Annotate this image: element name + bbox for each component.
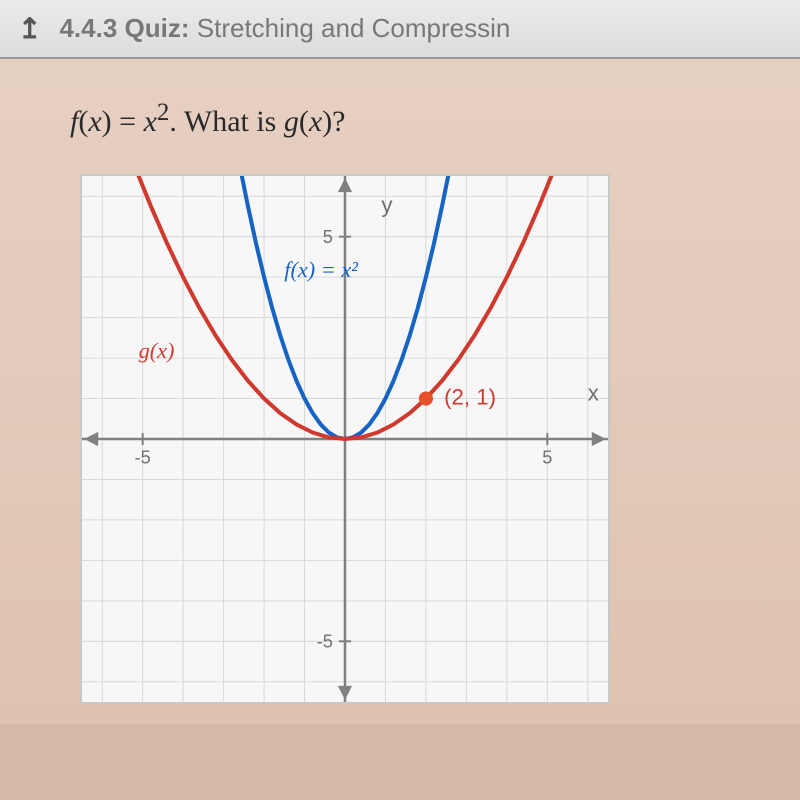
quiz-title: 4.4.3 Quiz: Stretching and Compressin [59, 13, 510, 44]
svg-text:-5: -5 [135, 447, 151, 467]
quiz-label: Quiz: [125, 13, 190, 43]
back-icon[interactable]: ↥ [18, 12, 41, 45]
fn-g: g [284, 105, 299, 138]
graph-container: -5 5 5 -5 x y f(x) = x² g(x) (2, 1) [80, 174, 610, 704]
svg-text:f(x) = x²: f(x) = x² [284, 257, 358, 282]
graph-svg: -5 5 5 -5 x y f(x) = x² g(x) (2, 1) [82, 176, 608, 702]
quiz-name: Stretching and Compressin [197, 13, 511, 43]
question-text: f(x) = x2. What is g(x)? [70, 99, 760, 139]
svg-text:g(x): g(x) [139, 338, 175, 363]
svg-text:5: 5 [542, 447, 552, 467]
content-area: f(x) = x2. What is g(x)? -5 5 5 -5 x y f(x) = … [0, 59, 800, 724]
svg-text:(2, 1): (2, 1) [444, 385, 496, 410]
section-number: 4.4.3 [59, 13, 117, 43]
svg-text:x: x [588, 381, 599, 406]
svg-text:-5: -5 [317, 631, 333, 651]
quiz-header: ↥ 4.4.3 Quiz: Stretching and Compressin [0, 0, 800, 59]
svg-text:y: y [381, 192, 393, 217]
svg-text:5: 5 [323, 227, 333, 247]
